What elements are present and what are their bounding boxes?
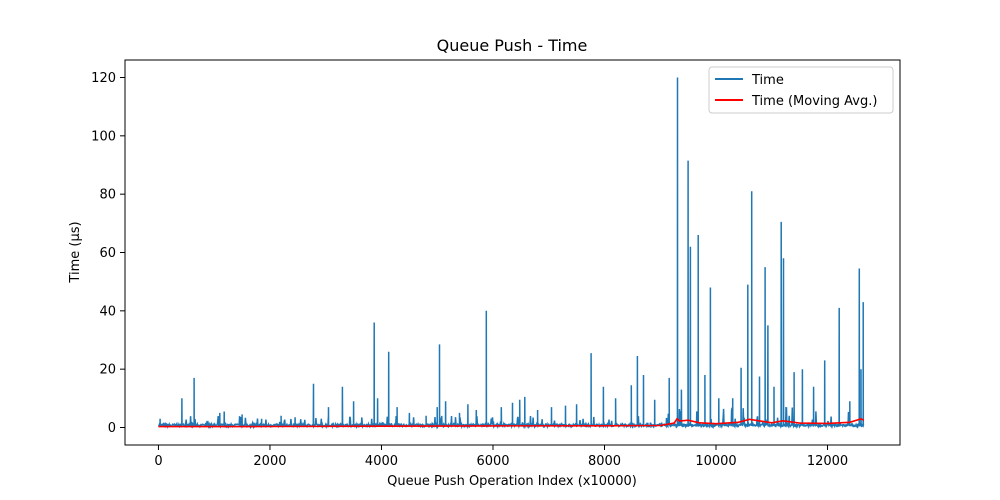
x-axis-label: Queue Push Operation Index (x10000) bbox=[387, 474, 637, 489]
x-axis: 0 2000 4000 6000 8000 10000 12000 bbox=[154, 445, 848, 469]
chart-title: Queue Push - Time bbox=[437, 36, 588, 55]
y-tick-label: 120 bbox=[91, 71, 116, 86]
series-moving-average bbox=[158, 417, 865, 428]
y-tick-label: 100 bbox=[91, 129, 116, 144]
y-tick-label: 40 bbox=[99, 304, 116, 319]
series-time bbox=[157, 77, 865, 430]
x-tick-label: 6000 bbox=[476, 454, 509, 469]
legend-label-moving-average: Time (Moving Avg.) bbox=[751, 94, 877, 109]
x-tick-label: 10000 bbox=[695, 454, 736, 469]
legend-label-time: Time bbox=[751, 73, 784, 88]
x-tick-label: 4000 bbox=[365, 454, 398, 469]
series-time-line bbox=[157, 77, 865, 430]
x-tick-label: 0 bbox=[154, 454, 162, 469]
x-tick-label: 12000 bbox=[807, 454, 848, 469]
y-axis: 0 20 40 60 80 100 120 bbox=[91, 71, 125, 436]
x-tick-label: 8000 bbox=[588, 454, 621, 469]
x-tick-label: 2000 bbox=[253, 454, 286, 469]
y-axis-label: Time (µs) bbox=[68, 221, 83, 283]
legend: Time Time (Moving Avg.) bbox=[708, 66, 894, 114]
plot-area bbox=[157, 77, 865, 430]
legend-box bbox=[708, 66, 894, 114]
series-moving-average-line bbox=[158, 417, 865, 428]
y-tick-label: 80 bbox=[99, 188, 116, 203]
y-tick-label: 0 bbox=[108, 421, 116, 436]
y-tick-label: 20 bbox=[99, 363, 116, 378]
y-tick-label: 60 bbox=[99, 246, 116, 261]
